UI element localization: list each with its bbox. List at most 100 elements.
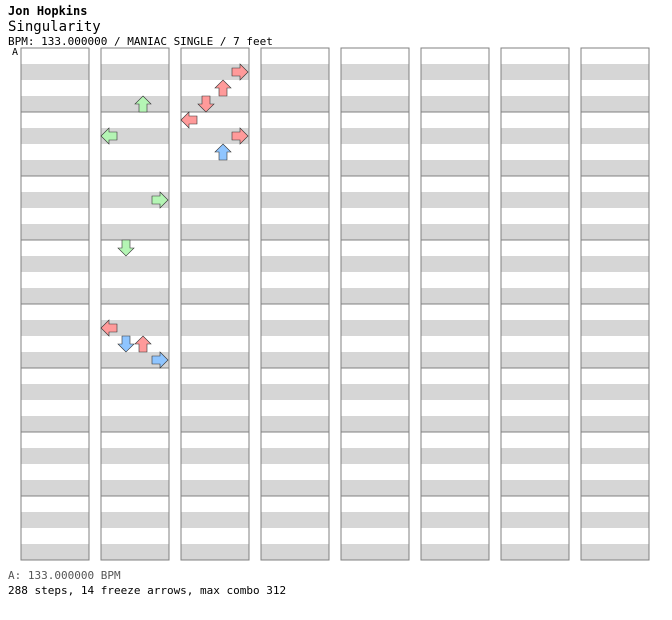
beat-stripe — [21, 256, 89, 272]
chart-column — [20, 47, 90, 561]
chart-column — [180, 47, 250, 561]
beat-stripe — [261, 64, 329, 80]
beat-stripe — [261, 128, 329, 144]
beat-stripe — [421, 320, 489, 336]
beat-stripe — [581, 544, 649, 560]
step-arrow-down — [117, 335, 135, 353]
beat-stripe — [261, 192, 329, 208]
beat-stripe — [341, 128, 409, 144]
beat-stripe — [21, 96, 89, 112]
beat-stripe — [101, 416, 169, 432]
beat-stripe — [421, 96, 489, 112]
chart-column — [340, 47, 410, 561]
beat-stripe — [501, 416, 569, 432]
beat-stripe — [181, 224, 249, 240]
step-arrow-left — [100, 319, 118, 337]
chart-column — [580, 47, 650, 561]
beat-stripe — [581, 480, 649, 496]
beat-stripe — [341, 224, 409, 240]
beat-stripe — [341, 448, 409, 464]
beat-stripe — [21, 384, 89, 400]
beat-stripe — [181, 480, 249, 496]
beat-stripe — [261, 480, 329, 496]
step-arrow-right — [231, 63, 249, 81]
beat-stripe — [421, 544, 489, 560]
column-frame — [260, 47, 330, 561]
beat-stripe — [421, 64, 489, 80]
beat-stripe — [501, 544, 569, 560]
beat-stripe — [181, 352, 249, 368]
beat-stripe — [261, 416, 329, 432]
beat-stripe — [181, 416, 249, 432]
step-arrow-up — [214, 79, 232, 97]
beat-stripe — [581, 416, 649, 432]
beat-stripe — [581, 160, 649, 176]
beat-stripe — [581, 288, 649, 304]
beat-stripe — [501, 288, 569, 304]
beat-stripe — [501, 320, 569, 336]
beat-stripe — [101, 512, 169, 528]
beat-stripe — [341, 320, 409, 336]
beat-stripe — [181, 192, 249, 208]
beat-stripe — [421, 160, 489, 176]
beat-stripe — [501, 96, 569, 112]
beat-stripe — [341, 416, 409, 432]
beat-stripe — [501, 64, 569, 80]
beat-stripe — [421, 224, 489, 240]
beat-stripe — [341, 192, 409, 208]
step-arrow-up — [134, 95, 152, 113]
beat-stripe — [181, 448, 249, 464]
beat-stripe — [21, 512, 89, 528]
beat-stripe — [261, 96, 329, 112]
beat-stripe — [101, 544, 169, 560]
beat-stripe — [421, 192, 489, 208]
beat-stripe — [501, 480, 569, 496]
beat-stripe — [181, 288, 249, 304]
step-arrow-right — [151, 191, 169, 209]
beat-stripe — [181, 512, 249, 528]
beat-stripe — [501, 352, 569, 368]
beat-stripe — [341, 480, 409, 496]
beat-stripe — [341, 160, 409, 176]
beat-stripe — [501, 160, 569, 176]
beat-stripe — [181, 96, 249, 112]
beat-stripe — [261, 288, 329, 304]
beat-stripe — [501, 256, 569, 272]
step-arrow-left — [180, 111, 198, 129]
beat-stripe — [181, 544, 249, 560]
beat-stripe — [581, 192, 649, 208]
artist-label: Jon Hopkins — [8, 4, 88, 18]
beat-stripe — [21, 192, 89, 208]
column-frame — [500, 47, 570, 561]
beat-stripe — [341, 256, 409, 272]
column-frame — [180, 47, 250, 561]
beat-stripe — [581, 448, 649, 464]
beat-stripe — [501, 384, 569, 400]
beat-stripe — [341, 96, 409, 112]
column-frame — [340, 47, 410, 561]
beat-stripe — [21, 160, 89, 176]
beat-stripe — [21, 288, 89, 304]
beat-stripe — [21, 416, 89, 432]
beat-stripe — [501, 192, 569, 208]
footer-stats: 288 steps, 14 freeze arrows, max combo 3… — [8, 584, 287, 597]
beat-stripe — [421, 352, 489, 368]
step-arrow-right — [231, 127, 249, 145]
beat-stripe — [261, 512, 329, 528]
beat-stripe — [581, 352, 649, 368]
beat-stripe — [181, 256, 249, 272]
chart-column — [500, 47, 570, 561]
beat-stripe — [341, 64, 409, 80]
beat-stripe — [421, 256, 489, 272]
step-arrow-down — [117, 239, 135, 257]
beat-stripe — [261, 384, 329, 400]
beat-stripe — [421, 416, 489, 432]
beat-stripe — [581, 224, 649, 240]
beat-stripe — [581, 384, 649, 400]
step-arrow-left — [100, 127, 118, 145]
column-frame — [100, 47, 170, 561]
beat-stripe — [421, 448, 489, 464]
beat-stripe — [581, 320, 649, 336]
beat-stripe — [421, 288, 489, 304]
